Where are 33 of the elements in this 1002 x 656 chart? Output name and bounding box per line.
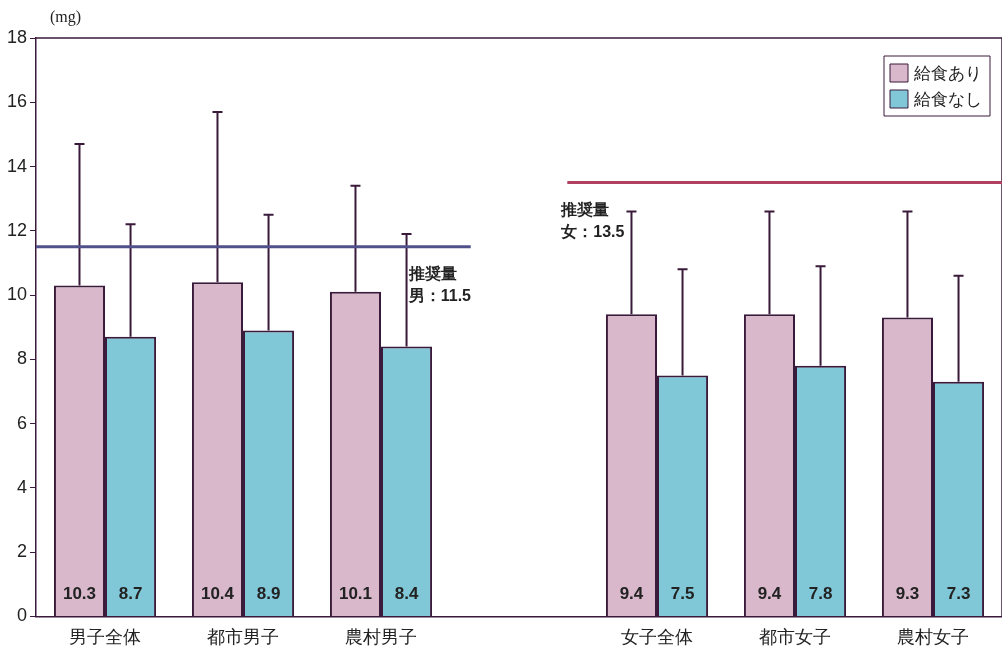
data-label: 9.3 bbox=[895, 584, 920, 604]
ref-line-label: 推奨量男：11.5 bbox=[407, 265, 472, 305]
y-tick-label: 18 bbox=[6, 26, 28, 47]
y-tick-label: 10 bbox=[6, 284, 28, 305]
data-label: 8.7 bbox=[118, 584, 143, 604]
data-label: 7.3 bbox=[946, 584, 971, 604]
data-label: 8.4 bbox=[394, 584, 419, 604]
y-tick-label: 4 bbox=[17, 476, 28, 497]
x-tick-label: 女子全体 bbox=[621, 626, 694, 647]
y-tick-label: 16 bbox=[6, 91, 28, 112]
x-tick-label: 農村女子 bbox=[897, 626, 969, 647]
y-tick-label: 2 bbox=[17, 541, 28, 562]
data-label: 7.8 bbox=[808, 584, 833, 604]
x-tick-label: 農村男子 bbox=[345, 626, 418, 647]
y-tick-label: 8 bbox=[17, 348, 28, 369]
ref-line-label: 推奨量女：13.5 bbox=[560, 201, 625, 241]
data-label: 8.9 bbox=[256, 584, 281, 604]
data-label: 9.4 bbox=[757, 584, 782, 604]
y-tick-label: 12 bbox=[6, 219, 28, 240]
y-tick-label: 14 bbox=[6, 155, 28, 176]
y-tick-label: 0 bbox=[17, 605, 28, 626]
data-label: 9.4 bbox=[619, 584, 644, 604]
y-tick-label: 6 bbox=[17, 412, 28, 433]
x-tick-label: 都市男子 bbox=[207, 626, 280, 647]
x-tick-label: 都市女子 bbox=[759, 626, 831, 647]
y-axis-title: (mg) bbox=[50, 8, 82, 27]
data-label: 10.1 bbox=[338, 584, 373, 604]
data-label: 7.5 bbox=[670, 584, 695, 604]
legend-label: 給食あり bbox=[913, 63, 982, 83]
data-label: 10.4 bbox=[200, 584, 235, 604]
data-label: 10.3 bbox=[62, 584, 97, 604]
legend-label: 給食なし bbox=[913, 89, 982, 109]
x-tick-label: 男子全体 bbox=[69, 626, 142, 647]
